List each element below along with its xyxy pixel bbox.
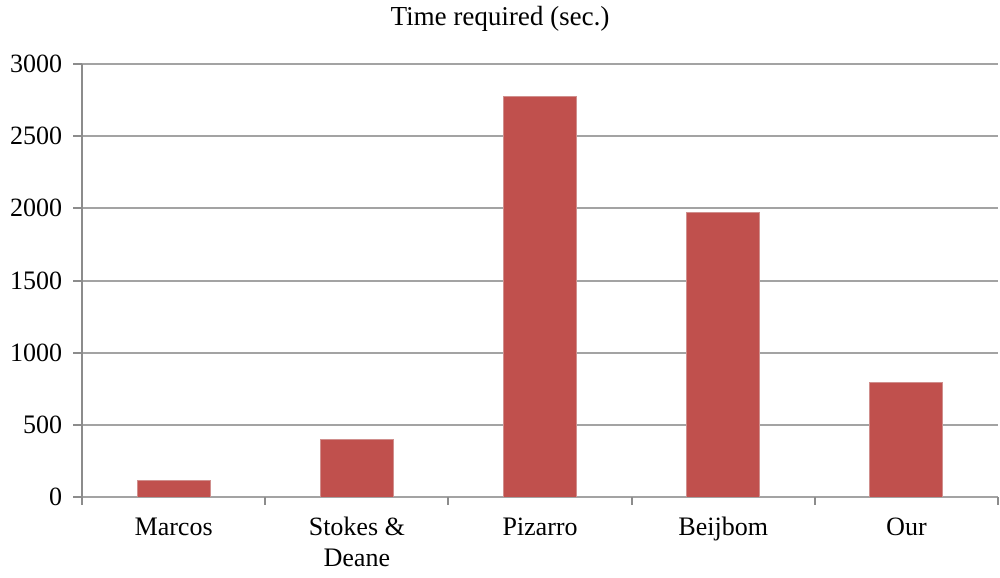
chart-title: Time required (sec.) — [390, 1, 610, 31]
x-axis-category-label: Pizarro — [502, 512, 578, 541]
y-axis-tick-label: 1500 — [10, 265, 62, 295]
bar-beijbom — [686, 211, 761, 497]
y-axis-tick — [73, 496, 82, 498]
y-axis-tick-label: 2000 — [10, 193, 62, 223]
bar-marcos — [136, 479, 211, 497]
bar-our — [869, 382, 944, 497]
x-axis-tick — [81, 497, 83, 505]
y-axis-tick — [73, 63, 82, 65]
y-axis-tick-label: 500 — [23, 409, 62, 439]
y-axis-tick-label: 3000 — [10, 49, 62, 78]
x-axis-category-label: Our — [886, 512, 927, 541]
y-axis-tick — [73, 279, 82, 282]
x-axis-tick — [997, 497, 999, 505]
bar-stokes-deane — [319, 438, 394, 497]
x-axis-tick — [630, 497, 633, 505]
y-axis-tick-label: 1000 — [10, 337, 62, 367]
x-axis-category-label: Marcos — [134, 512, 213, 541]
x-axis-tick — [264, 497, 267, 505]
x-axis-baseline — [82, 496, 998, 498]
plot-area — [82, 63, 998, 498]
y-axis-tick — [73, 135, 82, 138]
y-axis-line — [81, 64, 83, 505]
y-axis-tick-label: 0 — [49, 482, 62, 511]
y-axis-tick — [73, 207, 82, 210]
x-axis-category-label: Beijbom — [678, 512, 768, 541]
y-axis-tick — [73, 351, 82, 354]
gridline — [82, 63, 998, 65]
x-axis-tick — [813, 497, 816, 505]
x-axis-category-label: Stokes & Deane — [308, 512, 405, 573]
x-axis-tick — [447, 497, 450, 505]
y-axis-tick — [73, 423, 82, 426]
bar-pizarro — [503, 95, 577, 497]
y-axis-tick-label: 2500 — [10, 121, 62, 151]
